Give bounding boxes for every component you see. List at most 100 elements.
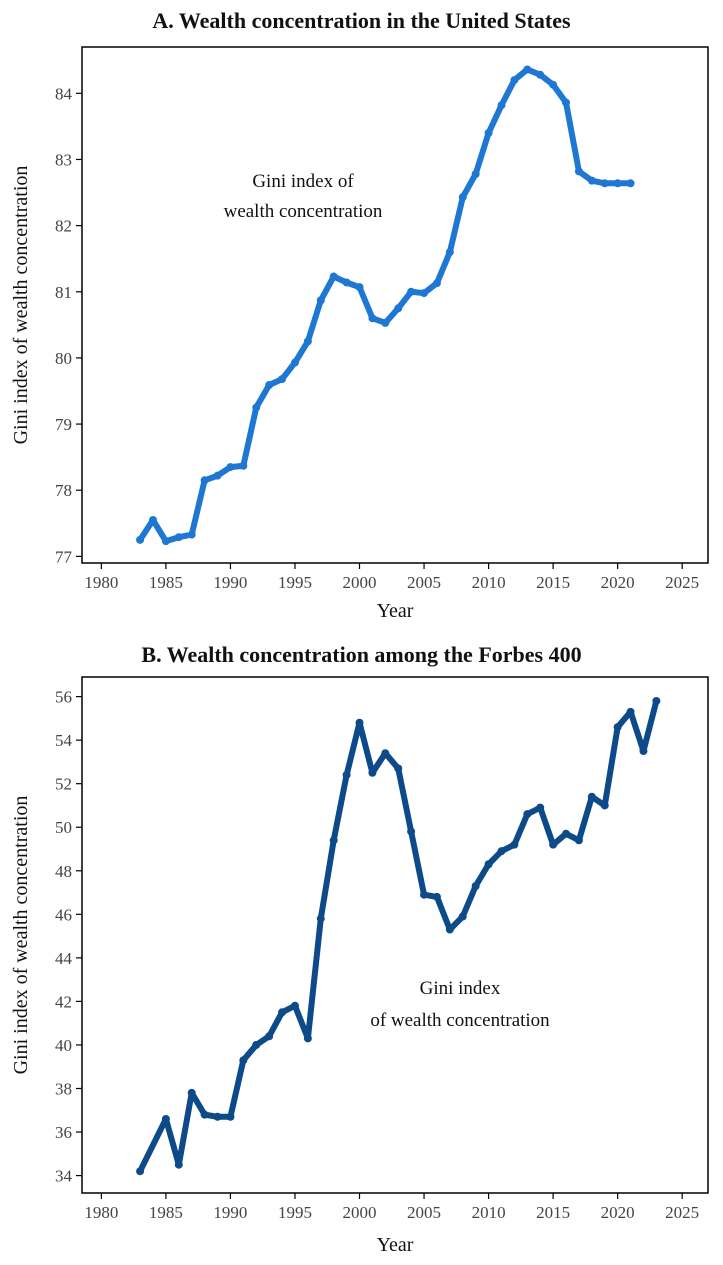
data-point: [652, 696, 661, 705]
data-point: [523, 810, 532, 819]
data-point: [290, 1001, 299, 1010]
chart-title: B. Wealth concentration among the Forbes…: [141, 642, 582, 667]
data-point: [510, 840, 519, 849]
series-line: [137, 697, 660, 1175]
y-tick-label: 77: [55, 547, 73, 566]
data-point: [484, 129, 493, 137]
data-point: [381, 318, 390, 327]
data-point: [252, 1040, 261, 1049]
data-point: [355, 283, 364, 292]
data-point: [432, 279, 441, 288]
data-point: [458, 912, 467, 921]
data-point: [342, 278, 351, 287]
data-point: [381, 749, 390, 758]
data-point: [600, 801, 609, 810]
data-point: [587, 792, 596, 801]
x-tick-label: 2000: [343, 1203, 377, 1222]
data-point: [639, 747, 648, 756]
data-point: [316, 914, 325, 923]
data-point: [303, 1034, 312, 1043]
annotation-text: wealth concentration: [224, 201, 383, 222]
plot-frame: [81, 46, 709, 564]
data-point: [394, 764, 403, 773]
y-tick-label: 56: [55, 688, 72, 707]
data-point: [278, 1008, 287, 1017]
data-point: [562, 829, 571, 838]
y-tick-label: 46: [55, 905, 72, 924]
data-point: [316, 296, 325, 305]
x-axis-label: Year: [377, 1234, 414, 1256]
data-point: [407, 827, 416, 836]
y-tick-label: 78: [55, 481, 72, 500]
data-point: [226, 463, 235, 472]
data-point: [458, 193, 467, 202]
y-tick-label: 84: [55, 84, 73, 103]
x-tick-label: 1985: [149, 573, 183, 592]
data-point: [252, 403, 261, 412]
data-point: [587, 176, 596, 185]
data-point: [510, 76, 519, 85]
data-point: [562, 98, 571, 107]
x-tick-label: 2005: [407, 573, 441, 592]
annotation-text: Gini index: [420, 978, 501, 999]
data-point: [626, 707, 635, 716]
data-point: [549, 80, 558, 89]
x-tick-label: 2000: [343, 573, 377, 592]
data-point: [471, 170, 480, 179]
x-tick-label: 2025: [665, 1203, 699, 1222]
x-tick-label: 2010: [472, 573, 506, 592]
data-point: [187, 530, 196, 539]
data-point: [420, 289, 429, 298]
data-point: [471, 882, 480, 891]
x-tick-label: 2020: [601, 1203, 635, 1222]
data-point: [239, 461, 248, 470]
data-point: [329, 272, 338, 281]
data-point: [355, 718, 364, 727]
data-point: [161, 537, 170, 546]
annotation-text: of wealth concentration: [370, 1010, 550, 1031]
data-point: [278, 375, 287, 384]
x-tick-label: 2005: [407, 1203, 441, 1222]
x-axis-label: Year: [377, 600, 414, 622]
data-point: [420, 890, 429, 899]
data-point: [148, 516, 157, 524]
chart-title: A. Wealth concentration in the United St…: [152, 8, 571, 33]
data-point: [497, 847, 506, 856]
y-tick-label: 36: [55, 1123, 72, 1142]
y-tick-label: 42: [55, 992, 72, 1011]
y-tick-label: 54: [55, 731, 73, 750]
y-axis-label: Gini index of wealth concentration: [10, 166, 32, 445]
data-point: [213, 471, 222, 480]
series-line: [137, 66, 634, 545]
y-tick-label: 52: [55, 775, 72, 794]
data-point: [161, 1114, 170, 1123]
data-point: [497, 101, 506, 110]
y-tick-label: 81: [55, 283, 72, 302]
data-point: [187, 1088, 196, 1097]
line-chart-a: 77 78 79 80 81 82 83 84 1980 1985 1990 1995 2000 2005…: [10, 46, 709, 622]
data-point: [445, 248, 454, 257]
data-point: [174, 1160, 183, 1169]
y-axis-label: Gini index of wealth concentration: [10, 796, 32, 1075]
x-tick-label: 2025: [665, 573, 699, 592]
x-tick-label: 1990: [213, 573, 247, 592]
data-point: [574, 836, 583, 845]
plot-frame: [81, 676, 709, 1194]
data-point: [613, 723, 622, 732]
data-point: [523, 65, 532, 74]
x-tick-label: 1980: [84, 573, 118, 592]
y-tick-label: 48: [55, 862, 72, 881]
data-point: [407, 287, 416, 296]
y-tick-label: 40: [55, 1036, 72, 1055]
y-tick-label: 83: [55, 150, 72, 169]
y-tick-label: 50: [55, 818, 72, 837]
data-point: [549, 840, 558, 849]
y-tick-label: 79: [55, 415, 72, 434]
data-point: [200, 476, 209, 485]
y-tick-label: 82: [55, 217, 72, 236]
x-tick-label: 1990: [213, 1203, 247, 1222]
data-point: [200, 1110, 209, 1119]
data-point: [432, 892, 441, 901]
data-point: [329, 836, 338, 845]
data-point: [574, 167, 583, 176]
